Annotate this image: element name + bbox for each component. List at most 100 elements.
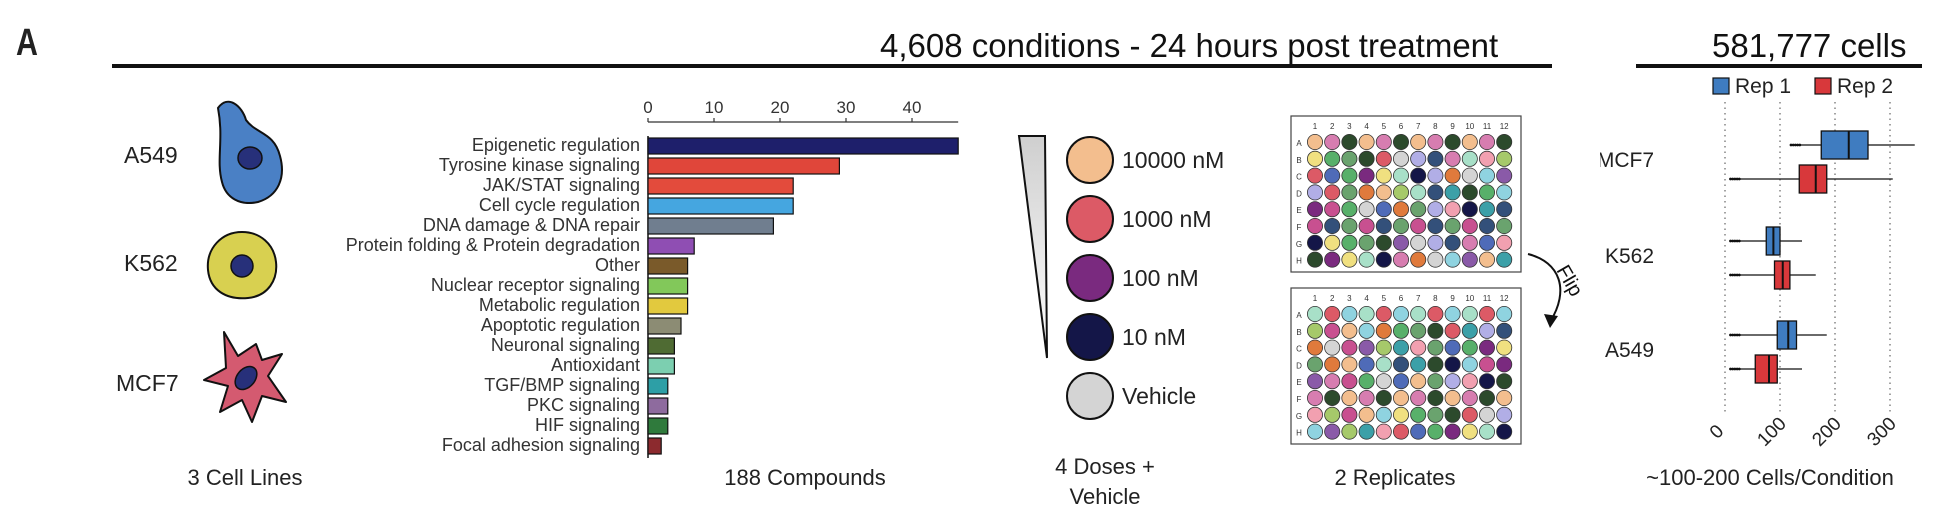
plate-well	[1478, 373, 1495, 390]
plate-well	[1410, 201, 1427, 218]
category-label: Tyrosine kinase signaling	[439, 155, 640, 175]
outlier-point	[1735, 367, 1739, 371]
dose-label-vehicle: Vehicle	[1122, 383, 1197, 409]
plate-well	[1393, 406, 1410, 423]
plate-col-label: 5	[1382, 294, 1387, 303]
category-label: JAK/STAT signaling	[483, 175, 640, 195]
plate-well	[1306, 322, 1323, 339]
outlier-point	[1737, 273, 1741, 277]
box-A549-Rep 2	[1754, 354, 1778, 384]
plate-well	[1341, 201, 1358, 218]
bar-1	[647, 157, 840, 175]
plate-well	[1341, 133, 1358, 150]
outlier-point	[1733, 273, 1737, 277]
plate-well	[1444, 234, 1461, 251]
bar-5	[647, 237, 695, 255]
x-tick-label: 0	[643, 98, 652, 117]
box-A549-Rep 1	[1776, 320, 1798, 350]
outlier-point	[1731, 177, 1735, 181]
plate-well	[1427, 356, 1444, 373]
plate-well	[1375, 305, 1392, 322]
plate-well	[1478, 218, 1495, 235]
x-tick-label: 20	[771, 98, 790, 117]
plate-well	[1358, 201, 1375, 218]
plate-row-label: F	[1297, 223, 1302, 232]
plate-col-label: 1	[1313, 122, 1318, 131]
plate-well	[1496, 184, 1513, 201]
plate-well	[1478, 305, 1495, 322]
plate-well	[1306, 218, 1323, 235]
plate-well	[1341, 322, 1358, 339]
plate-well	[1410, 322, 1427, 339]
plate-well	[1393, 218, 1410, 235]
plate-col-label: 11	[1483, 294, 1492, 303]
plate-well	[1478, 322, 1495, 339]
plate-well	[1341, 167, 1358, 184]
outlier-point	[1737, 333, 1741, 337]
plate-col-label: 3	[1347, 294, 1352, 303]
category-label: Epigenetic regulation	[472, 135, 640, 155]
outlier-point	[1796, 143, 1799, 147]
plate-well	[1478, 201, 1495, 218]
plate-well	[1427, 251, 1444, 268]
plate-well	[1358, 423, 1375, 440]
plate-well	[1341, 356, 1358, 373]
plate-well	[1496, 251, 1513, 268]
outlier-point	[1798, 143, 1802, 147]
plate-well	[1461, 234, 1478, 251]
outlier-point	[1735, 333, 1739, 337]
category-label: Neuronal signaling	[491, 335, 640, 355]
plate-col-label: 8	[1433, 294, 1438, 303]
plate-well	[1341, 373, 1358, 390]
plate-well	[1478, 234, 1495, 251]
plate-well	[1444, 339, 1461, 356]
plate-well	[1496, 305, 1513, 322]
category-label: Focal adhesion signaling	[442, 435, 640, 455]
plate-well	[1341, 184, 1358, 201]
category-label: Protein folding & Protein degradation	[346, 235, 640, 255]
plate-well	[1375, 251, 1392, 268]
dose-label-100: 100 nM	[1122, 265, 1199, 291]
plate-well	[1341, 234, 1358, 251]
plate-col-label: 6	[1399, 294, 1404, 303]
dose-label-10000: 10000 nM	[1122, 147, 1225, 173]
outlier-point	[1731, 239, 1735, 243]
plate-well	[1358, 251, 1375, 268]
plate-well	[1306, 184, 1323, 201]
plate-well	[1410, 305, 1427, 322]
category-label: Other	[595, 255, 640, 275]
plate-well	[1341, 389, 1358, 406]
plate-well	[1324, 167, 1341, 184]
plate-well	[1496, 218, 1513, 235]
doses-footer-line1: 4 Doses +	[1055, 454, 1155, 479]
plate-col-label: 2	[1330, 294, 1335, 303]
bar-2	[647, 177, 794, 195]
plate-well	[1341, 406, 1358, 423]
plate-well	[1496, 234, 1513, 251]
plate-well	[1306, 234, 1323, 251]
plate-well	[1496, 133, 1513, 150]
plate-well	[1324, 322, 1341, 339]
plate-well	[1444, 167, 1461, 184]
plate-well	[1410, 234, 1427, 251]
plate-well	[1306, 373, 1323, 390]
plate-row-label: H	[1296, 257, 1302, 266]
plate-well	[1478, 406, 1495, 423]
plate-well	[1496, 423, 1513, 440]
plate-well	[1427, 406, 1444, 423]
outlier-point	[1733, 177, 1737, 181]
plate-well	[1444, 322, 1461, 339]
category-label: Metabolic regulation	[479, 295, 640, 315]
legend-label: Rep 1	[1735, 75, 1791, 98]
plate-well	[1324, 218, 1341, 235]
plate-well	[1410, 251, 1427, 268]
plate-well	[1444, 305, 1461, 322]
plate-row-label: G	[1296, 240, 1302, 249]
plate-well	[1393, 322, 1410, 339]
category-label: Antioxidant	[551, 355, 640, 375]
plate-well	[1306, 305, 1323, 322]
category-label: HIF signaling	[535, 415, 640, 435]
plate-well	[1461, 373, 1478, 390]
